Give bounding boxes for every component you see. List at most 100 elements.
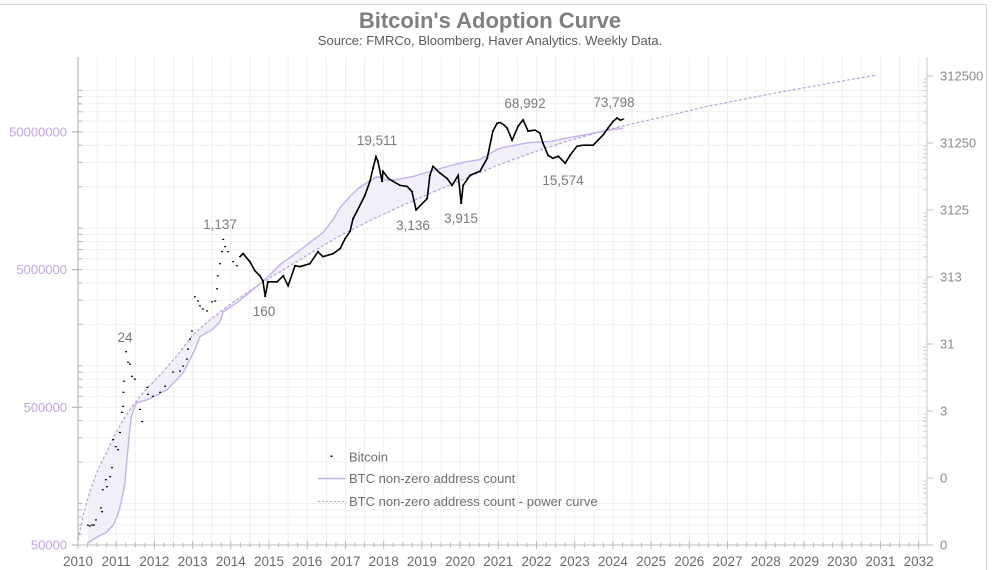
- bitcoin-point: [99, 507, 102, 509]
- annotation-label: 3,136: [396, 218, 430, 233]
- bitcoin-point: [109, 476, 112, 478]
- legend-item-address-count[interactable]: BTC non-zero address count: [318, 471, 516, 486]
- axes-layer: 2010 2011 2012 2013 2014 2015 2016 2017 2018 2019…: [9, 57, 983, 569]
- legend-label: BTC non-zero address count: [349, 471, 516, 486]
- x-tick-label: 2019: [407, 554, 437, 569]
- bitcoin-point: [235, 265, 238, 267]
- bitcoin-point: [197, 300, 199, 302]
- bitcoin-point: [503, 124, 505, 126]
- bitcoin-point: [95, 519, 97, 521]
- bitcoin-point: [159, 391, 162, 393]
- x-tick-label: 2020: [445, 554, 475, 569]
- y-left-tick-label: 5000000: [16, 262, 67, 277]
- bitcoin-point: [542, 142, 544, 144]
- x-tick-label: 2031: [865, 554, 895, 569]
- y-left-tick-label: 50000000: [9, 124, 67, 139]
- bitcoin-point: [182, 365, 185, 367]
- annotation-label: 15,574: [542, 173, 584, 188]
- bitcoin-point: [387, 177, 390, 179]
- bitcoin-point: [419, 205, 421, 207]
- bitcoin-point: [339, 248, 342, 250]
- bitcoin-point: [612, 120, 615, 122]
- bitcoin-point: [372, 167, 374, 169]
- gridlines: [78, 57, 927, 545]
- bitcoin-point: [151, 395, 154, 397]
- bitcoin-point: [376, 160, 379, 162]
- bitcoin-point: [428, 174, 431, 176]
- bitcoin-point: [232, 261, 235, 263]
- bitcoin-point: [122, 380, 125, 382]
- bitcoin-point: [101, 511, 104, 513]
- chart-title: Bitcoin's Adoption Curve: [359, 8, 621, 33]
- bitcoin-point: [266, 281, 269, 283]
- x-tick-label: 2026: [674, 554, 704, 569]
- x-tick-label: 2011: [102, 554, 131, 569]
- legend-item-power-curve[interactable]: BTC non-zero address count - power curve: [318, 494, 598, 509]
- bitcoin-point: [410, 190, 413, 192]
- x-tick-label: 2030: [827, 554, 857, 569]
- bitcoin-point: [349, 231, 351, 233]
- bitcoin-point: [264, 295, 267, 298]
- bitcoin-point: [607, 127, 609, 129]
- legend-item-bitcoin[interactable]: Bitcoin: [330, 450, 389, 465]
- x-tick-label: 2016: [292, 554, 322, 569]
- bitcoin-point: [211, 301, 214, 303]
- bitcoin-point: [276, 281, 279, 283]
- bitcoin-point: [287, 285, 290, 287]
- bitcoin-point: [106, 486, 108, 488]
- bitcoin-point: [114, 446, 117, 448]
- annotation-label: 1,137: [203, 217, 237, 232]
- x-tick-label: 2022: [521, 554, 551, 569]
- bitcoin-point: [299, 266, 301, 268]
- legend-label: Bitcoin: [349, 450, 388, 465]
- legend: Bitcoin BTC non-zero address count BTC n…: [318, 450, 598, 509]
- bitcoin-point: [258, 275, 261, 277]
- x-tick-label: 2027: [712, 554, 742, 569]
- bitcoin-point: [146, 386, 149, 388]
- annotation-label: 68,992: [504, 96, 545, 111]
- x-tick-label: 2024: [598, 554, 629, 569]
- x-tick-label: 2014: [216, 554, 247, 569]
- x-tick-label: 2032: [904, 554, 934, 569]
- bitcoin-point: [127, 361, 130, 363]
- y-right-tick-label: 3: [940, 404, 947, 419]
- bitcoin-point: [317, 251, 319, 253]
- x-tick-label: 2021: [483, 554, 513, 569]
- bitcoin-point: [261, 280, 264, 282]
- y-left-tick-label: 50000: [31, 538, 67, 553]
- bitcoin-point: [164, 385, 167, 387]
- bitcoin-point: [462, 184, 465, 186]
- y-left-tick-label: 500000: [24, 400, 67, 415]
- bitcoin-point: [355, 210, 358, 212]
- bitcoin-point: [496, 122, 499, 124]
- bitcoin-point: [457, 174, 460, 176]
- bitcoin-point: [368, 180, 371, 182]
- bitcoin-point: [193, 296, 196, 298]
- bitcoin-point: [527, 130, 530, 132]
- annotation-label: 24: [117, 330, 133, 345]
- bitcoin-point: [538, 132, 541, 134]
- x-tick-label: 2013: [178, 554, 208, 569]
- bitcoin-point: [282, 275, 285, 277]
- bitcoin-point: [522, 119, 525, 121]
- bitcoin-point: [219, 263, 222, 265]
- bitcoin-point: [432, 165, 434, 167]
- x-tick-label: 2028: [751, 554, 781, 569]
- bitcoin-point: [446, 177, 449, 179]
- bitcoin-point: [622, 118, 625, 120]
- bitcoin-point: [564, 162, 567, 164]
- bitcoin-point: [101, 489, 104, 491]
- annotation-label: 3,915: [444, 211, 478, 226]
- bitcoin-point: [122, 405, 125, 407]
- bitcoin-point: [111, 467, 113, 469]
- x-tick-label: 2012: [139, 554, 169, 569]
- bitcoin-point: [294, 265, 296, 267]
- shaded-area-layer: [87, 126, 624, 543]
- bitcoin-point: [308, 263, 311, 265]
- bitcoin-point: [133, 378, 136, 380]
- bitcoin-point: [239, 256, 241, 258]
- bitcoin-point: [227, 251, 230, 253]
- bitcoin-point: [569, 154, 572, 156]
- bitcoin-point: [216, 275, 219, 277]
